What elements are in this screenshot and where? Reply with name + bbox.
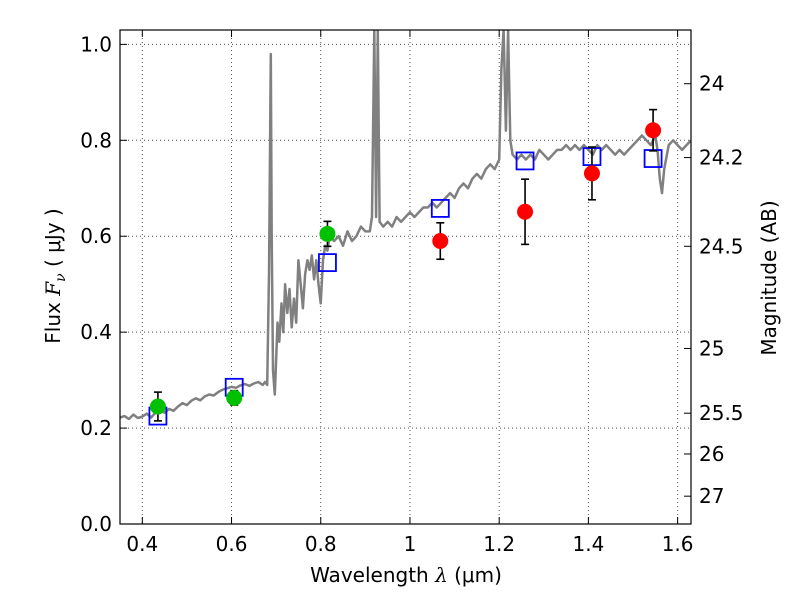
axes — [119, 29, 692, 525]
y2-tick-label: 24.5 — [699, 234, 744, 258]
x-tick-label: 1.2 — [483, 532, 515, 556]
y2-tick-label: 26 — [699, 442, 724, 466]
tick-labels: 0.4 0.6 0.8 1 1.2 1.4 1.6 0.0 0.2 0.4 0.6 0.8 1.0 24 2… — [80, 32, 743, 556]
grid-lines — [120, 30, 691, 525]
plot-area — [120, 30, 691, 426]
nir-point — [583, 165, 600, 182]
y2-axis-title: Magnitude (AB) — [757, 200, 781, 355]
y2-tick-label: 27 — [699, 484, 724, 508]
y-tick-label: 0.6 — [80, 224, 112, 248]
y-tick-label: 0.4 — [80, 320, 112, 344]
x-tick-label: 1.6 — [662, 532, 694, 556]
y-tick-label: 0.0 — [80, 512, 112, 536]
nir-point — [432, 233, 449, 250]
y2-tick-label: 24 — [699, 72, 724, 96]
optical-point — [226, 389, 243, 406]
y2-tick-label: 24.2 — [699, 146, 744, 170]
model-box-marker — [430, 199, 450, 218]
y2-tick-label: 25.5 — [699, 401, 744, 425]
model-box-marker — [515, 151, 535, 171]
optical-point — [149, 398, 166, 415]
y-tick-label: 1.0 — [80, 32, 112, 56]
x-tick-label: 1.4 — [572, 532, 604, 556]
model-box-marker — [318, 253, 337, 273]
nir-point — [517, 203, 534, 220]
y-axis-title: Flux Fν ( μJy ) — [41, 208, 69, 343]
x-tick-label: 1 — [404, 532, 417, 556]
plot-frame — [119, 29, 692, 525]
x-axis-title: Wavelength λ (μm) — [310, 563, 502, 587]
y-tick-label: 0.2 — [80, 416, 112, 440]
nir-point — [645, 122, 662, 139]
x-tick-label: 0.8 — [305, 532, 337, 556]
y2-tick-label: 25 — [699, 336, 724, 360]
y-tick-label: 0.8 — [80, 128, 112, 152]
spectrum-line — [120, 30, 691, 421]
x-tick-label: 0.4 — [126, 532, 158, 556]
x-tick-label: 0.6 — [216, 532, 248, 556]
optical-point — [319, 225, 336, 242]
